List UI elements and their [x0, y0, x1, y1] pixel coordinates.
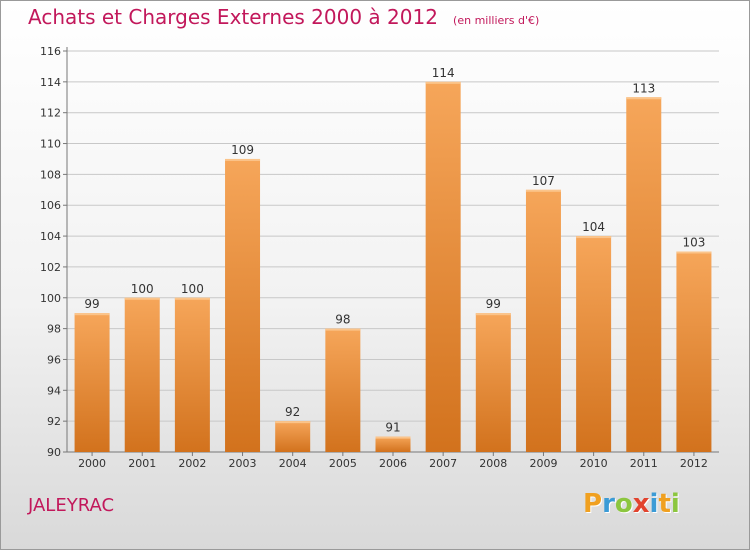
x-tick-label: 2003 [229, 457, 257, 470]
y-tick-label: 106 [40, 199, 61, 212]
x-tick-label: 2007 [429, 457, 457, 470]
bar-highlight [375, 436, 411, 439]
x-tick-label: 2005 [329, 457, 357, 470]
bar-2001 [124, 297, 160, 452]
x-tick-label: 2012 [680, 457, 708, 470]
bar-highlight [225, 158, 261, 161]
x-tick-label: 2002 [178, 457, 206, 470]
y-tick-label: 110 [40, 138, 61, 151]
bar-highlight [74, 313, 110, 316]
data-label: 99 [486, 297, 501, 311]
logo-letter: i [670, 489, 680, 519]
x-tick-label: 2008 [479, 457, 507, 470]
y-tick-label: 96 [47, 353, 61, 366]
x-tick-label: 2011 [630, 457, 658, 470]
bar-2010 [576, 236, 612, 452]
bar-2003 [225, 158, 261, 452]
x-tick-label: 2000 [78, 457, 106, 470]
data-label: 107 [532, 174, 555, 188]
data-label: 100 [181, 282, 204, 296]
bar-highlight [275, 421, 311, 424]
logo-letter: i [649, 489, 659, 519]
x-tick-label: 2010 [580, 457, 608, 470]
y-tick-label: 112 [40, 107, 61, 120]
logo-letter: t [658, 489, 671, 519]
gridlines [67, 50, 719, 453]
chart-subtitle: (en milliers d'€) [453, 14, 540, 27]
y-tick-label: 114 [40, 76, 61, 89]
bar-2007 [425, 81, 461, 452]
bar-2012 [676, 251, 712, 452]
logo-letter: o [614, 489, 633, 519]
logo-letter: x [632, 489, 650, 519]
y-tick-label: 108 [40, 168, 61, 181]
bar-highlight [576, 236, 612, 239]
y-tick-label: 98 [47, 323, 61, 336]
title-row: Achats et Charges Externes 2000 à 2012 (… [28, 5, 539, 29]
bar-highlight [425, 81, 461, 84]
y-tick-label: 90 [47, 446, 61, 459]
bar-2011 [626, 97, 662, 453]
bar-highlight [475, 313, 511, 316]
axes [63, 47, 719, 456]
x-tick-label: 2001 [128, 457, 156, 470]
y-tick-label: 92 [47, 415, 61, 428]
bar-highlight [525, 189, 561, 192]
x-tick-label: 2004 [279, 457, 307, 470]
data-label: 92 [285, 405, 300, 419]
data-label: 100 [131, 282, 154, 296]
chart-title: Achats et Charges Externes 2000 à 2012 [28, 5, 438, 29]
data-label: 91 [385, 421, 400, 435]
data-label: 113 [632, 81, 655, 95]
bar-2009 [525, 189, 561, 453]
commune-name: JALEYRAC [28, 495, 115, 516]
data-label: 114 [432, 66, 455, 80]
data-label: 109 [231, 143, 254, 157]
y-tick-label: 94 [47, 384, 61, 397]
y-tick-label: 104 [40, 230, 61, 243]
logo-letter: P [583, 489, 603, 519]
bar-2006 [375, 436, 411, 452]
labels: 90 92 94 96 98 100 102 104 106 108 110 112 114 116 99 2… [40, 45, 708, 470]
logo-letter: r [602, 489, 615, 519]
y-tick-label: 102 [40, 261, 61, 274]
bar-2004 [275, 421, 311, 452]
data-label: 103 [682, 236, 705, 250]
bar-highlight [676, 251, 712, 254]
data-label: 104 [582, 220, 605, 234]
bar-highlight [174, 297, 210, 300]
x-tick-label: 2006 [379, 457, 407, 470]
bar-highlight [325, 328, 361, 331]
proxiti-logo: Proxiti [583, 489, 680, 519]
bar-2000 [74, 313, 110, 452]
data-label: 99 [84, 297, 99, 311]
y-tick-label: 100 [40, 292, 61, 305]
x-tick-label: 2009 [529, 457, 557, 470]
bar-highlight [626, 97, 662, 100]
bars [74, 81, 712, 453]
bar-highlight [124, 297, 160, 300]
bar-2002 [174, 297, 210, 452]
bar-2008 [475, 313, 511, 452]
data-label: 98 [335, 313, 350, 327]
y-tick-label: 116 [40, 45, 61, 58]
bar-2005 [325, 328, 361, 452]
